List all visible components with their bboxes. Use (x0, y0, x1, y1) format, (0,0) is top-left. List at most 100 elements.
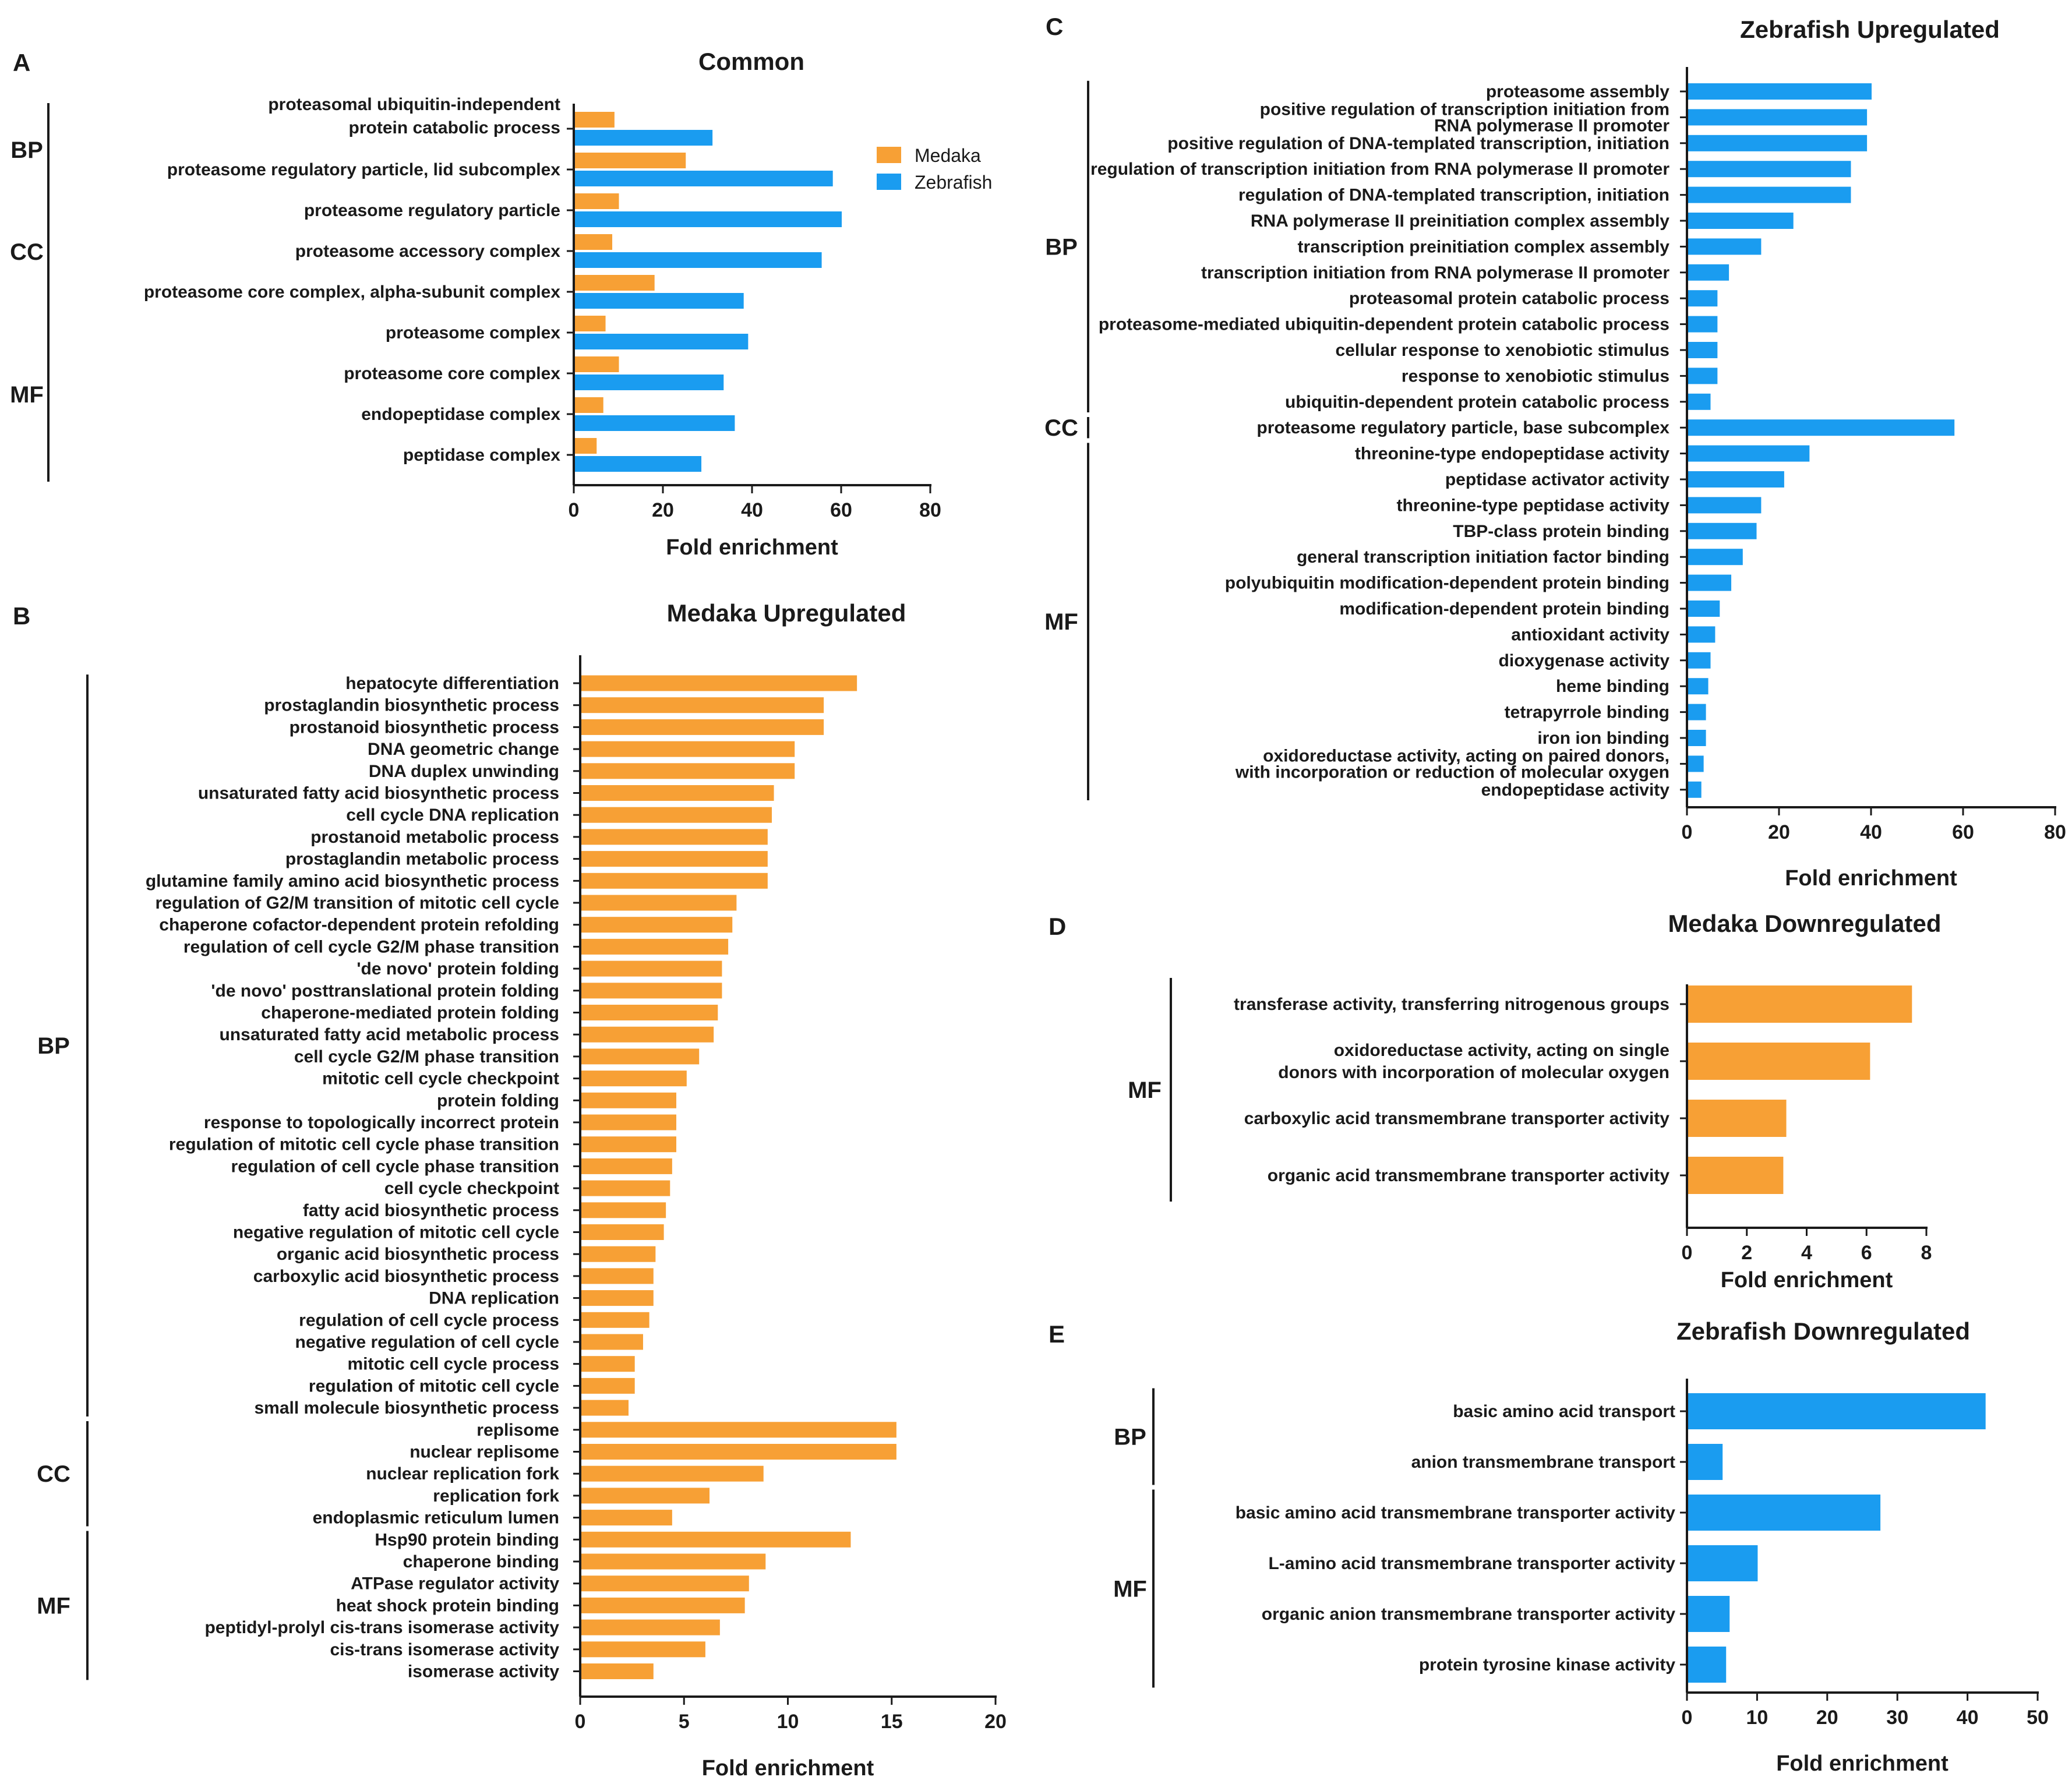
bar (581, 1444, 896, 1460)
bar (1688, 755, 1704, 772)
category-label: TBP-class protein binding (1453, 522, 1669, 541)
bar (1688, 1157, 1784, 1194)
bar (581, 1619, 720, 1635)
category-label: mitotic cell cycle checkpoint (322, 1069, 559, 1089)
category-label: cellular response to xenobiotic stimulus (1336, 341, 1669, 360)
bar (581, 741, 795, 757)
x-tick-label: 80 (919, 499, 941, 521)
category-label: fatty acid biosynthetic process (303, 1201, 559, 1220)
x-tick-label: 5 (679, 1711, 690, 1733)
category-label: cell cycle checkpoint (384, 1179, 559, 1198)
group-label: CC (10, 239, 44, 265)
bar (581, 1114, 676, 1131)
bar (581, 1048, 700, 1065)
bar (1688, 704, 1706, 720)
bar (581, 1334, 643, 1350)
category-label: antioxidant activity (1511, 625, 1669, 644)
bar (581, 785, 774, 801)
x-tick-label: 20 (984, 1711, 1007, 1733)
bar (574, 415, 735, 431)
x-tick-label: 60 (1952, 821, 1974, 843)
bar (1688, 83, 1872, 100)
bar (574, 375, 724, 390)
panel-c: C Zebrafish Upregulated proteasome assembl… (1044, 13, 2066, 891)
category-label: donors with incorporation of molecular o… (1278, 1063, 1669, 1082)
group-label: BP (1114, 1425, 1146, 1450)
bar (1688, 342, 1718, 358)
x-tick-label: 0 (569, 499, 580, 521)
bar (581, 1356, 635, 1372)
group-label: CC (1044, 415, 1078, 441)
bar (574, 193, 619, 209)
category-label: positive regulation of transcription ini… (1260, 100, 1669, 119)
x-tick-label: 20 (1768, 821, 1790, 843)
category-label: endoplasmic reticulum lumen (313, 1509, 559, 1528)
x-tick-label: 0 (1682, 1242, 1693, 1264)
category-label: cis-trans isomerase activity (330, 1640, 559, 1659)
bar (1688, 1647, 1727, 1683)
bar (581, 1005, 718, 1020)
bar (581, 1488, 710, 1504)
category-label: transcription initiation from RNA polyme… (1201, 263, 1669, 282)
category-label: proteasome assembly (1486, 82, 1669, 101)
bar (1688, 730, 1706, 746)
group-label: BP (10, 137, 43, 163)
x-tick-label: 40 (1860, 821, 1882, 843)
category-label: peptidyl-prolyl cis-trans isomerase acti… (204, 1618, 559, 1637)
category-label: regulation of G2/M transition of mitotic… (156, 893, 559, 913)
bar (581, 675, 857, 691)
bar (581, 1422, 896, 1438)
category-label: negative regulation of mitotic cell cycl… (233, 1223, 559, 1242)
category-label: heat shock protein binding (336, 1596, 559, 1615)
category-label: 'de novo' protein folding (356, 959, 559, 978)
bar (581, 1071, 687, 1087)
category-label: glutamine family amino acid biosynthetic… (146, 871, 559, 891)
category-label: proteasome accessory complex (295, 242, 561, 261)
bar (581, 1136, 676, 1153)
x-tick-label: 60 (830, 499, 852, 521)
category-label: proteasomal ubiquitin-independent (268, 95, 560, 114)
x-tick-label: 8 (1921, 1242, 1932, 1264)
bar (574, 293, 744, 309)
category-label: proteasome core complex, alpha-subunit c… (144, 282, 560, 302)
bar (574, 356, 619, 372)
category-label: chaperone-mediated protein folding (261, 1004, 559, 1023)
x-tick-label: 50 (2027, 1707, 2049, 1729)
category-label: prostaglandin biosynthetic process (264, 696, 559, 715)
bar (581, 697, 824, 713)
bar (581, 1202, 666, 1218)
category-label: proteasome regulatory particle, lid subc… (167, 160, 561, 179)
category-label: response to xenobiotic stimulus (1402, 366, 1669, 386)
chart-title: Common (698, 48, 804, 75)
bar (1688, 264, 1729, 281)
category-label: oxidoreductase activity, acting on singl… (1334, 1041, 1669, 1060)
x-tick-label: 0 (575, 1711, 586, 1733)
chart-title: Zebrafish Downregulated (1676, 1317, 1970, 1345)
x-tick-label: 4 (1801, 1242, 1812, 1264)
bar (1688, 109, 1868, 126)
x-tick-label: 20 (652, 499, 674, 521)
bar (581, 1268, 654, 1284)
bar (1688, 781, 1702, 798)
bar (1688, 135, 1868, 151)
x-tick-label: 0 (1682, 821, 1693, 843)
bar (581, 1531, 851, 1548)
bar (1688, 600, 1720, 617)
bar (581, 1377, 635, 1394)
category-label: transferase activity, transferring nitro… (1234, 995, 1669, 1014)
category-label: negative regulation of cell cycle (295, 1333, 560, 1352)
category-label: regulation of DNA-templated transcriptio… (1238, 186, 1669, 205)
category-label: regulation of cell cycle process (299, 1310, 559, 1330)
category-label: peptidase activator activity (1445, 470, 1669, 489)
panel-e: E Zebrafish Downregulated basic amino acid… (1049, 1317, 2049, 1776)
bar (574, 397, 603, 413)
category-label: carboxylic acid transmembrane transporte… (1244, 1109, 1670, 1128)
category-label: regulation of mitotic cell cycle phase t… (169, 1135, 559, 1154)
category-label: proteasomal protein catabolic process (1349, 289, 1669, 308)
bar (574, 316, 606, 331)
category-label: regulation of cell cycle G2/M phase tran… (183, 937, 559, 956)
category-label: organic acid transmembrane transporter a… (1268, 1166, 1670, 1185)
bar (1688, 1043, 1870, 1080)
category-label: regulation of mitotic cell cycle (309, 1376, 559, 1396)
x-tick-label: 10 (777, 1711, 799, 1733)
